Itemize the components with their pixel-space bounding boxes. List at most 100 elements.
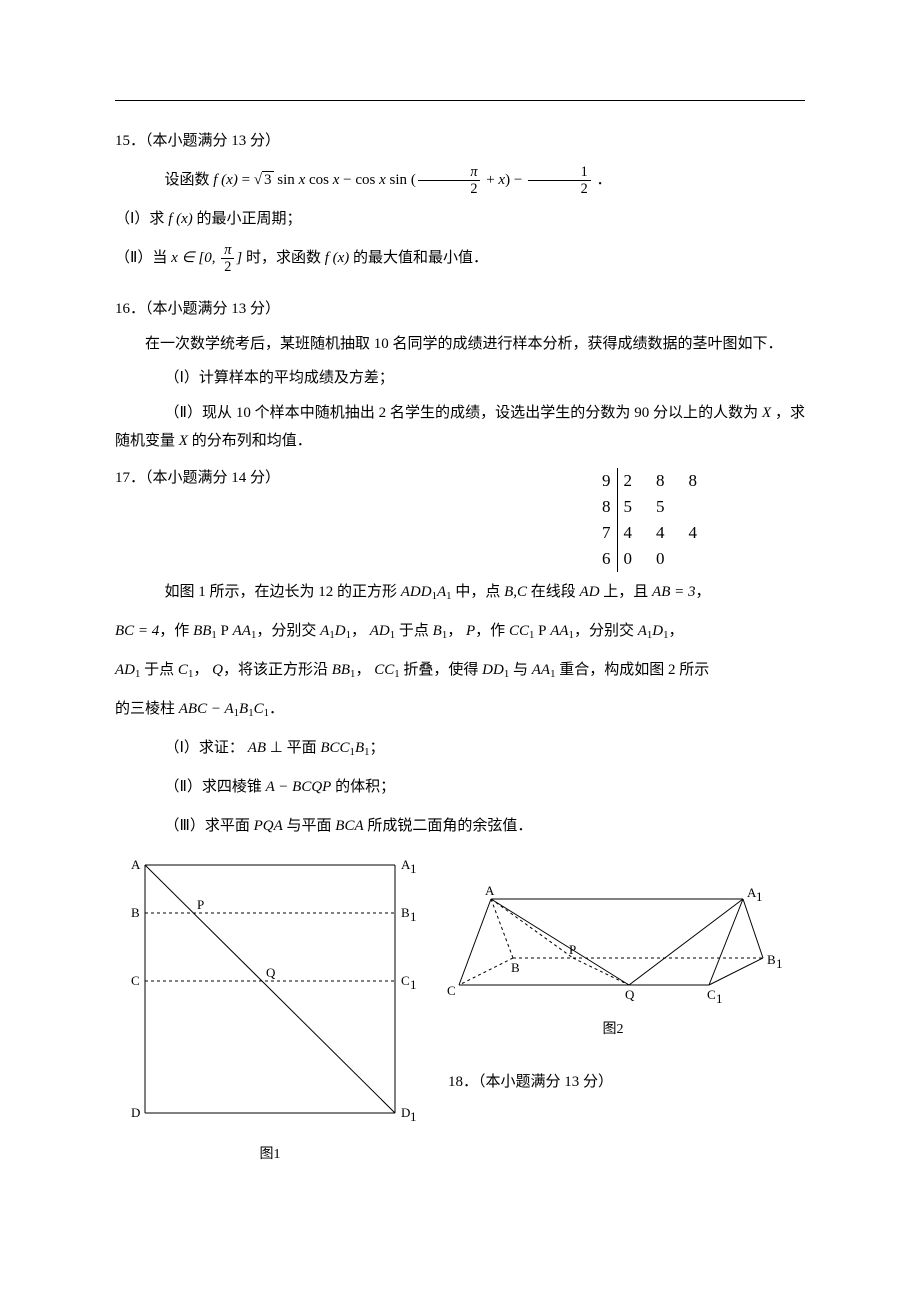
t: ， bbox=[669, 623, 684, 639]
t: B bbox=[239, 701, 248, 717]
t: A − BCQP bbox=[266, 779, 332, 795]
interval-b: ] bbox=[236, 250, 242, 266]
parallel-icon: P bbox=[538, 623, 546, 639]
svg-text:Q: Q bbox=[266, 965, 276, 980]
t: 于点 bbox=[140, 662, 178, 678]
sl-leaf: 4 bbox=[617, 520, 650, 546]
sl-row: 7444 bbox=[596, 520, 715, 546]
t: P bbox=[466, 623, 475, 639]
figure-2-col: AA1BB1CC1QP 图2 18．（本小题满分 13 分） bbox=[433, 851, 793, 1105]
t: AB = 3 bbox=[652, 584, 695, 600]
t: ， bbox=[351, 623, 370, 639]
sl-leaf: 5 bbox=[650, 494, 683, 520]
fig2-svg: AA1BB1CC1QP bbox=[433, 881, 793, 1011]
t: DD bbox=[482, 662, 504, 678]
t: 的三棱柱 bbox=[115, 701, 179, 717]
q16-stem: 在一次数学统考后，某班随机抽取 10 名同学的成绩进行样本分析，获得成绩数据的茎… bbox=[115, 330, 805, 359]
two1: 2 bbox=[418, 181, 481, 196]
t: AA bbox=[233, 623, 251, 639]
x3: x bbox=[379, 172, 386, 188]
t: 折叠，使得 bbox=[400, 662, 483, 678]
sl-leaf: 5 bbox=[617, 494, 650, 520]
q16-heading: 16．（本小题满分 13 分） bbox=[115, 295, 805, 324]
t: ，作 bbox=[475, 623, 509, 639]
svg-text:C: C bbox=[401, 973, 410, 988]
sl-leaf: 8 bbox=[650, 468, 683, 494]
eq: = bbox=[238, 172, 254, 188]
svg-text:A: A bbox=[131, 857, 141, 872]
sl-stem: 7 bbox=[596, 520, 617, 546]
svg-text:1: 1 bbox=[410, 977, 417, 992]
t: AA bbox=[532, 662, 550, 678]
x1: x bbox=[299, 172, 306, 188]
t: ，分别交 bbox=[256, 623, 320, 639]
minus1: − bbox=[343, 172, 355, 188]
q18-heading: 18．（本小题满分 13 分） bbox=[433, 1066, 793, 1099]
sin2: sin bbox=[390, 172, 411, 188]
rpar1: ) bbox=[505, 172, 510, 188]
q15-p2-prefix: （Ⅱ）当 bbox=[115, 250, 171, 266]
svg-text:P: P bbox=[569, 942, 576, 957]
top-rule bbox=[115, 100, 805, 101]
q15-stem-prefix: 设函数 bbox=[165, 172, 214, 188]
sl-stem: 6 bbox=[596, 546, 617, 572]
sin1: sin bbox=[277, 172, 298, 188]
svg-text:Q: Q bbox=[625, 987, 635, 1002]
t: CC bbox=[509, 623, 529, 639]
sqrt3: 3 bbox=[262, 171, 274, 188]
q15-p2-mid: 时，求函数 bbox=[246, 250, 325, 266]
t: 重合，构成如图 2 所示 bbox=[555, 662, 709, 678]
figure-2: AA1BB1CC1QP 图2 bbox=[433, 881, 793, 1038]
t: C bbox=[178, 662, 188, 678]
t: 中，点 bbox=[452, 584, 505, 600]
t: A bbox=[437, 584, 446, 600]
svg-text:1: 1 bbox=[410, 909, 417, 924]
sl-leaf: 8 bbox=[683, 468, 716, 494]
t: A bbox=[320, 623, 329, 639]
q15-part2: （Ⅱ）当 x ∈ [0, π2] 时，求函数 f (x) 的最大值和最小值． bbox=[115, 242, 805, 275]
sl-row: 855 bbox=[596, 494, 715, 520]
t: 如图 1 所示，在边长为 12 的正方形 bbox=[165, 584, 401, 600]
stem-leaf-plot: 9288 855 7444 600 bbox=[596, 468, 715, 572]
t: 所成锐二面角的余弦值． bbox=[364, 818, 533, 834]
svg-text:B: B bbox=[401, 905, 410, 920]
t: （Ⅲ）求平面 bbox=[165, 818, 254, 834]
sl-leaf bbox=[683, 494, 716, 520]
svg-text:P: P bbox=[197, 897, 204, 912]
t: ，分别交 bbox=[574, 623, 638, 639]
t: 于点 bbox=[395, 623, 433, 639]
t: ， bbox=[447, 623, 466, 639]
t: BCC bbox=[320, 740, 349, 756]
cos2: cos bbox=[355, 172, 379, 188]
X1: X bbox=[762, 405, 771, 421]
t: BCA bbox=[335, 818, 363, 834]
svg-text:B: B bbox=[511, 960, 520, 975]
t: ， bbox=[193, 662, 212, 678]
sl-row: 9288 bbox=[596, 468, 715, 494]
t: 与 bbox=[509, 662, 532, 678]
svg-text:C: C bbox=[447, 983, 456, 998]
t: AD bbox=[115, 662, 135, 678]
q16-part2: （Ⅱ）现从 10 个样本中随机抽出 2 名学生的成绩，设选出学生的分数为 90 … bbox=[115, 399, 805, 456]
t: Q bbox=[212, 662, 223, 678]
t: ADD bbox=[401, 584, 432, 600]
q17-part1: （Ⅰ）求证： AB ⊥ 平面 BCC1B1； bbox=[115, 732, 805, 765]
svg-text:B: B bbox=[131, 905, 140, 920]
svg-text:B: B bbox=[767, 952, 776, 967]
one1: 1 bbox=[528, 165, 591, 181]
t: ，作 bbox=[159, 623, 193, 639]
perp-icon: ⊥ bbox=[270, 740, 283, 756]
t: 在线段 bbox=[527, 584, 580, 600]
t: CC bbox=[374, 662, 394, 678]
t: D bbox=[335, 623, 346, 639]
t: （Ⅰ）求证： bbox=[165, 740, 248, 756]
t: （Ⅱ）求四棱锥 bbox=[165, 779, 266, 795]
q15-p1-suffix: 的最小正周期； bbox=[197, 211, 302, 227]
sl-row: 600 bbox=[596, 546, 715, 572]
svg-text:1: 1 bbox=[410, 1109, 417, 1124]
q17-part3: （Ⅲ）求平面 PQA 与平面 BCA 所成锐二面角的余弦值． bbox=[115, 810, 805, 843]
t: 平面 bbox=[283, 740, 321, 756]
figure-1: AA1BB1CC1DD1PQ 图1 bbox=[115, 851, 425, 1163]
q17-part2: （Ⅱ）求四棱锥 A − BCQP 的体积； bbox=[115, 771, 805, 804]
fx2: f (x) bbox=[168, 211, 193, 227]
